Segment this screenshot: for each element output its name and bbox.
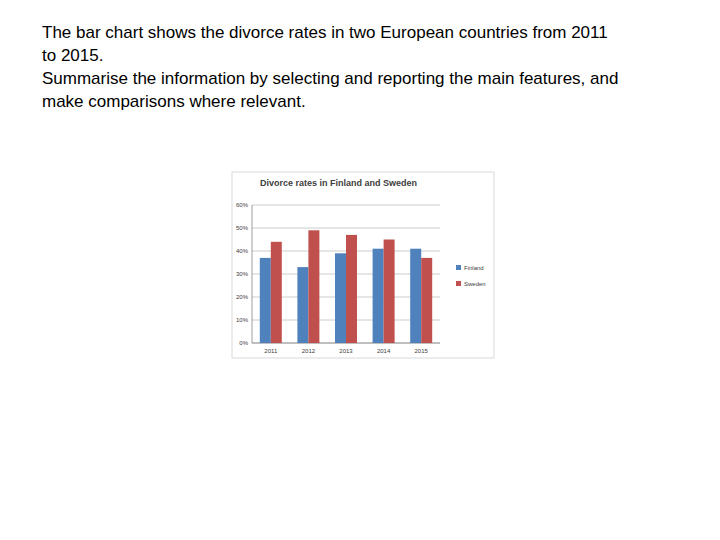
bar bbox=[346, 235, 357, 343]
y-tick-label: 0% bbox=[239, 340, 248, 346]
grid-line bbox=[252, 228, 440, 229]
x-tick-label: 2015 bbox=[415, 348, 429, 354]
legend-swatch bbox=[456, 281, 461, 286]
prompt-line: The bar chart shows the divorce rates in… bbox=[42, 23, 608, 42]
prompt-line: to 2015. bbox=[42, 46, 103, 65]
y-axis bbox=[252, 205, 253, 343]
y-tick-label: 10% bbox=[236, 317, 249, 323]
bar bbox=[260, 258, 271, 343]
legend-label: Sweden bbox=[464, 281, 486, 287]
x-tick-label: 2013 bbox=[339, 348, 353, 354]
prompt-line: make comparisons where relevant. bbox=[42, 92, 306, 111]
y-tick-label: 20% bbox=[236, 294, 249, 300]
prompt-line: Summarise the information by selecting a… bbox=[42, 69, 618, 88]
bars bbox=[260, 230, 432, 343]
y-tick-label: 50% bbox=[236, 225, 249, 231]
legend-label: Finland bbox=[464, 265, 484, 271]
page: The bar chart shows the divorce rates in… bbox=[0, 0, 720, 540]
grid-line bbox=[252, 205, 440, 206]
y-tick-label: 30% bbox=[236, 271, 249, 277]
canvas: The bar chart shows the divorce rates in… bbox=[0, 0, 720, 540]
y-tick-label: 60% bbox=[236, 202, 249, 208]
y-tick-label: 40% bbox=[236, 248, 249, 254]
bar bbox=[421, 258, 432, 343]
bar bbox=[308, 230, 319, 343]
bar bbox=[271, 242, 282, 343]
bar bbox=[384, 240, 395, 344]
x-tick-label: 2012 bbox=[302, 348, 316, 354]
bar bbox=[373, 249, 384, 343]
x-tick-label: 2014 bbox=[377, 348, 391, 354]
chart-title: Divorce rates in Finland and Sweden bbox=[260, 178, 417, 188]
bar bbox=[410, 249, 421, 343]
x-tick-label: 2011 bbox=[264, 348, 278, 354]
legend-swatch bbox=[456, 265, 461, 270]
bar bbox=[335, 253, 346, 343]
chart-frame bbox=[232, 172, 494, 358]
bar bbox=[297, 267, 308, 343]
